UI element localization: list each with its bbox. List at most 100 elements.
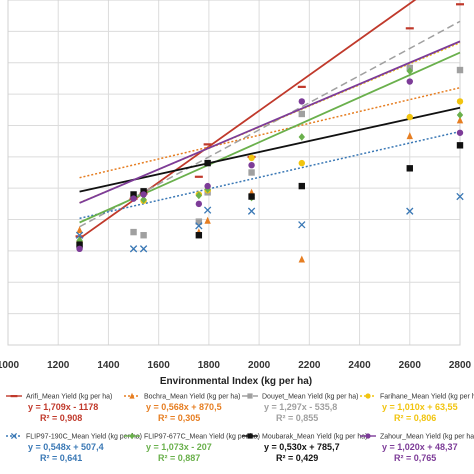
point-s3-5 bbox=[248, 154, 255, 162]
point-s2-2 bbox=[140, 232, 147, 239]
legend-equation-4: y = 0,548x + 507,4 bbox=[28, 442, 104, 452]
trendline-series-1 bbox=[79, 86, 461, 179]
legend-label-0: Arifi_Mean Yield (kg per ha) bbox=[26, 394, 112, 401]
point-s0-3 bbox=[194, 175, 203, 178]
legend-marker-2 bbox=[247, 393, 253, 399]
point-s2-1 bbox=[130, 228, 137, 236]
point-s4-1 bbox=[129, 245, 138, 253]
trendline-series-6 bbox=[79, 106, 461, 193]
legend-marker-0 bbox=[10, 395, 18, 398]
legend-label-3: Farihane_Mean Yield (kg per ha) bbox=[380, 394, 474, 401]
point-s6-7 bbox=[406, 165, 413, 172]
x-tick-1000: 1000 bbox=[0, 360, 20, 371]
legend-r2-3: R² = 0,806 bbox=[394, 413, 436, 423]
legend-item-4: FLIP97-190C_Mean Yield (kg per ha)y = 0,… bbox=[6, 432, 142, 463]
gridlines bbox=[7, 0, 461, 346]
legend-label-7: Zahour_Mean Yield (kg per ha) bbox=[380, 434, 474, 441]
point-s6-8 bbox=[456, 142, 464, 149]
point-s5-0 bbox=[76, 236, 83, 245]
legend-marker-3 bbox=[365, 393, 371, 399]
point-s7-4 bbox=[204, 182, 211, 190]
legend-item-0: Arifi_Mean Yield (kg per ha)y = 1,709x -… bbox=[6, 394, 112, 423]
point-s5-2 bbox=[140, 195, 147, 204]
legend-marker-6 bbox=[247, 433, 253, 439]
point-s7-3 bbox=[195, 200, 203, 208]
point-s6-5 bbox=[248, 193, 255, 200]
point-s1-7 bbox=[406, 132, 413, 140]
point-s7-1 bbox=[130, 195, 137, 202]
point-s0-6 bbox=[297, 85, 306, 88]
point-s7-7 bbox=[406, 78, 413, 85]
point-s1-0 bbox=[76, 226, 83, 234]
legend-marker-1 bbox=[129, 392, 135, 399]
x-tick-1800: 1800 bbox=[198, 360, 221, 371]
point-s4-0 bbox=[75, 231, 84, 239]
legend-label-1: Bochra_Mean Yield (kg per ha) bbox=[144, 394, 241, 401]
legend-item-5: FLIP97-677C_Mean Yield (kg per ha)y = 1,… bbox=[124, 432, 260, 463]
x-tick-2000: 2000 bbox=[248, 360, 271, 371]
point-s6-0 bbox=[76, 241, 83, 248]
legend-label-6: Moubarak_Mean Yield (kg per ha) bbox=[262, 434, 367, 441]
point-s4-4 bbox=[203, 206, 212, 214]
legend-label-4: FLIP97-190C_Mean Yield (kg per ha) bbox=[26, 434, 142, 441]
trendline-series-0 bbox=[79, 0, 417, 240]
point-s1-8 bbox=[456, 116, 464, 124]
legend-r2-4: R² = 0,641 bbox=[40, 453, 82, 463]
point-s7-8 bbox=[456, 129, 464, 136]
data-points bbox=[75, 3, 464, 263]
point-s2-6 bbox=[298, 110, 305, 118]
point-s3-8 bbox=[456, 98, 464, 105]
legend-equation-7: y = 1,020x + 48,37 bbox=[382, 442, 458, 452]
legend-r2-5: R² = 0,887 bbox=[158, 453, 200, 463]
legend-r2-0: R² = 0,908 bbox=[40, 413, 82, 423]
point-s0-8 bbox=[456, 3, 464, 6]
trendline-series-4 bbox=[79, 130, 461, 220]
legend-item-6: Moubarak_Mean Yield (kg per ha)y = 0,530… bbox=[242, 433, 367, 463]
point-s6-3 bbox=[195, 232, 203, 239]
point-s4-3 bbox=[195, 222, 203, 230]
point-s4-7 bbox=[406, 207, 414, 215]
point-s0-4 bbox=[203, 143, 212, 146]
point-s7-2 bbox=[140, 191, 147, 198]
legend-item-2: Douyet_Mean Yield (kg per ha)y = 1,297x … bbox=[242, 393, 359, 423]
legend-label-5: FLIP97-677C_Mean Yield (kg per ha) bbox=[144, 434, 260, 441]
legend-item-1: Bochra_Mean Yield (kg per ha)y = 0,568x … bbox=[124, 392, 241, 423]
legend-item-7: Zahour_Mean Yield (kg per ha)y = 1,020x … bbox=[360, 433, 474, 463]
x-tick-2800: 2800 bbox=[449, 360, 472, 371]
point-s6-1 bbox=[130, 191, 137, 198]
point-s6-6 bbox=[298, 182, 305, 190]
trendline-series-7 bbox=[79, 40, 461, 204]
legend-r2-7: R² = 0,765 bbox=[394, 453, 436, 463]
point-s0-0 bbox=[75, 235, 84, 238]
legend-marker-4 bbox=[10, 432, 18, 440]
legend-item-3: Farihane_Mean Yield (kg per ha)y = 1,010… bbox=[360, 393, 474, 423]
x-tick-1200: 1200 bbox=[47, 360, 70, 371]
x-tick-2200: 2200 bbox=[298, 360, 321, 371]
legend-equation-6: y = 0,530x + 785,7 bbox=[264, 442, 340, 452]
point-s7-6 bbox=[298, 98, 305, 105]
legend-r2-2: R² = 0,855 bbox=[276, 413, 318, 423]
legend-equation-2: y = 1,297x - 535,8 bbox=[264, 402, 337, 412]
point-s4-5 bbox=[247, 207, 256, 215]
point-s5-6 bbox=[298, 133, 305, 141]
x-axis-title: Environmental Index (kg per ha) bbox=[160, 376, 312, 387]
point-s7-5 bbox=[248, 161, 255, 169]
trend-lines bbox=[79, 0, 461, 240]
point-s5-7 bbox=[406, 67, 413, 75]
point-s2-3 bbox=[195, 218, 203, 225]
x-tick-2400: 2400 bbox=[348, 360, 371, 371]
legend-equation-0: y = 1,709x - 1178 bbox=[28, 402, 98, 412]
x-tick-1600: 1600 bbox=[148, 360, 171, 371]
x-tick-labels: 1000 1200 1400 1600 1800 2000 2200 2400 2600 2800 bbox=[0, 360, 472, 371]
point-s1-4 bbox=[204, 216, 211, 224]
x-tick-2600: 2600 bbox=[399, 360, 422, 371]
point-s2-8 bbox=[456, 66, 464, 74]
point-s6-4 bbox=[204, 159, 211, 167]
legend-marker-5 bbox=[129, 432, 135, 440]
x-tick-1400: 1400 bbox=[97, 360, 120, 371]
legend-label-2: Douyet_Mean Yield (kg per ha) bbox=[262, 394, 359, 401]
legend-equation-1: y = 0,568x + 870,5 bbox=[146, 402, 222, 412]
point-s4-6 bbox=[298, 221, 306, 229]
point-s5-3 bbox=[195, 191, 203, 200]
